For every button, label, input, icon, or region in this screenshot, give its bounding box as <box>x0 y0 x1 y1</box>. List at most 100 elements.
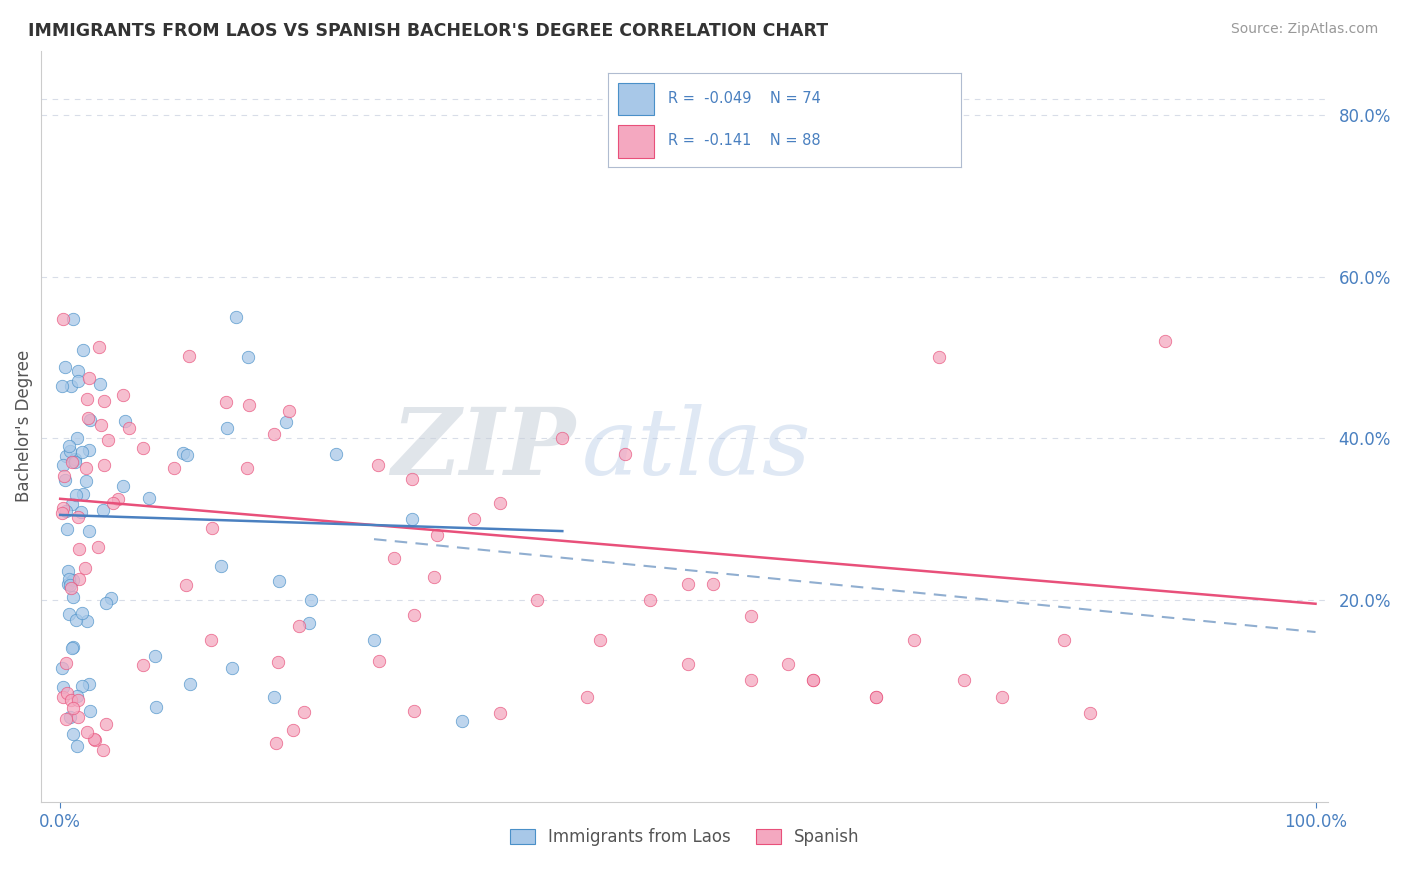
Point <box>382 550 405 565</box>
Point <box>53 360 76 375</box>
Point <box>176 448 198 462</box>
Point <box>238 351 260 365</box>
Point <box>402 607 425 622</box>
Point <box>1053 633 1076 648</box>
Point <box>58 439 80 453</box>
Point <box>63 452 86 467</box>
Point <box>865 690 887 704</box>
Point <box>70 606 93 620</box>
Point <box>52 458 75 472</box>
Point <box>177 350 200 364</box>
Point <box>67 542 90 557</box>
Point <box>52 311 75 326</box>
Point <box>903 633 925 648</box>
Point <box>990 690 1012 704</box>
Point <box>676 576 699 591</box>
Point <box>576 690 599 704</box>
Point <box>75 561 97 575</box>
Point <box>114 414 136 428</box>
Point <box>67 572 90 586</box>
Point <box>263 690 285 704</box>
Point <box>60 455 83 469</box>
Point <box>55 523 77 537</box>
Point <box>70 679 93 693</box>
Point <box>94 717 117 731</box>
Point <box>112 388 135 402</box>
Point <box>299 592 322 607</box>
Point <box>65 613 87 627</box>
Point <box>51 379 73 393</box>
Point <box>638 592 661 607</box>
Point <box>778 657 800 672</box>
Point <box>93 393 115 408</box>
Point <box>59 578 82 592</box>
Point <box>52 680 75 694</box>
Point <box>62 454 84 468</box>
Point <box>55 504 77 518</box>
Point <box>236 460 259 475</box>
Point <box>179 677 201 691</box>
Point <box>225 310 247 325</box>
Point <box>53 473 76 487</box>
Point <box>368 654 391 668</box>
Point <box>404 704 426 718</box>
Point <box>62 701 84 715</box>
Point <box>59 710 82 724</box>
Point <box>267 656 290 670</box>
Text: atlas: atlas <box>582 404 811 493</box>
Point <box>62 727 84 741</box>
Point <box>75 461 97 475</box>
Point <box>215 420 238 434</box>
Point <box>56 576 79 591</box>
Point <box>93 458 115 472</box>
Point <box>107 492 129 507</box>
Point <box>676 657 699 672</box>
Point <box>55 657 77 671</box>
Point <box>367 458 389 472</box>
Point <box>283 723 305 737</box>
Point <box>702 576 724 591</box>
Point <box>292 705 315 719</box>
Point <box>91 503 114 517</box>
Point <box>72 343 94 357</box>
Point <box>56 686 79 700</box>
Point <box>803 673 825 688</box>
Point <box>145 700 167 714</box>
Point <box>1078 706 1101 720</box>
Point <box>426 528 449 542</box>
Point <box>803 673 825 688</box>
Point <box>77 524 100 538</box>
Point <box>589 633 612 648</box>
Point <box>72 487 94 501</box>
Point <box>83 732 105 747</box>
Point <box>60 641 83 656</box>
Point <box>267 574 290 588</box>
Point <box>463 512 485 526</box>
Point <box>263 427 285 442</box>
Point <box>59 581 82 595</box>
Point <box>264 736 287 750</box>
Point <box>52 501 75 516</box>
Point <box>131 658 153 673</box>
Point <box>209 559 232 574</box>
Point <box>118 421 141 435</box>
Point <box>62 312 84 326</box>
Point <box>325 447 347 461</box>
Point <box>87 340 110 354</box>
Point <box>163 460 186 475</box>
Point <box>401 512 423 526</box>
Point <box>52 690 75 704</box>
Y-axis label: Bachelor's Degree: Bachelor's Degree <box>15 350 32 502</box>
Point <box>100 591 122 605</box>
Point <box>97 433 120 447</box>
Point <box>488 496 510 510</box>
Point <box>86 540 108 554</box>
Point <box>953 673 976 688</box>
Legend: Immigrants from Laos, Spanish: Immigrants from Laos, Spanish <box>510 828 859 846</box>
Point <box>288 619 311 633</box>
Point <box>200 633 222 648</box>
Point <box>55 712 77 726</box>
Point <box>298 615 321 630</box>
Point <box>740 673 762 688</box>
Point <box>138 491 160 505</box>
